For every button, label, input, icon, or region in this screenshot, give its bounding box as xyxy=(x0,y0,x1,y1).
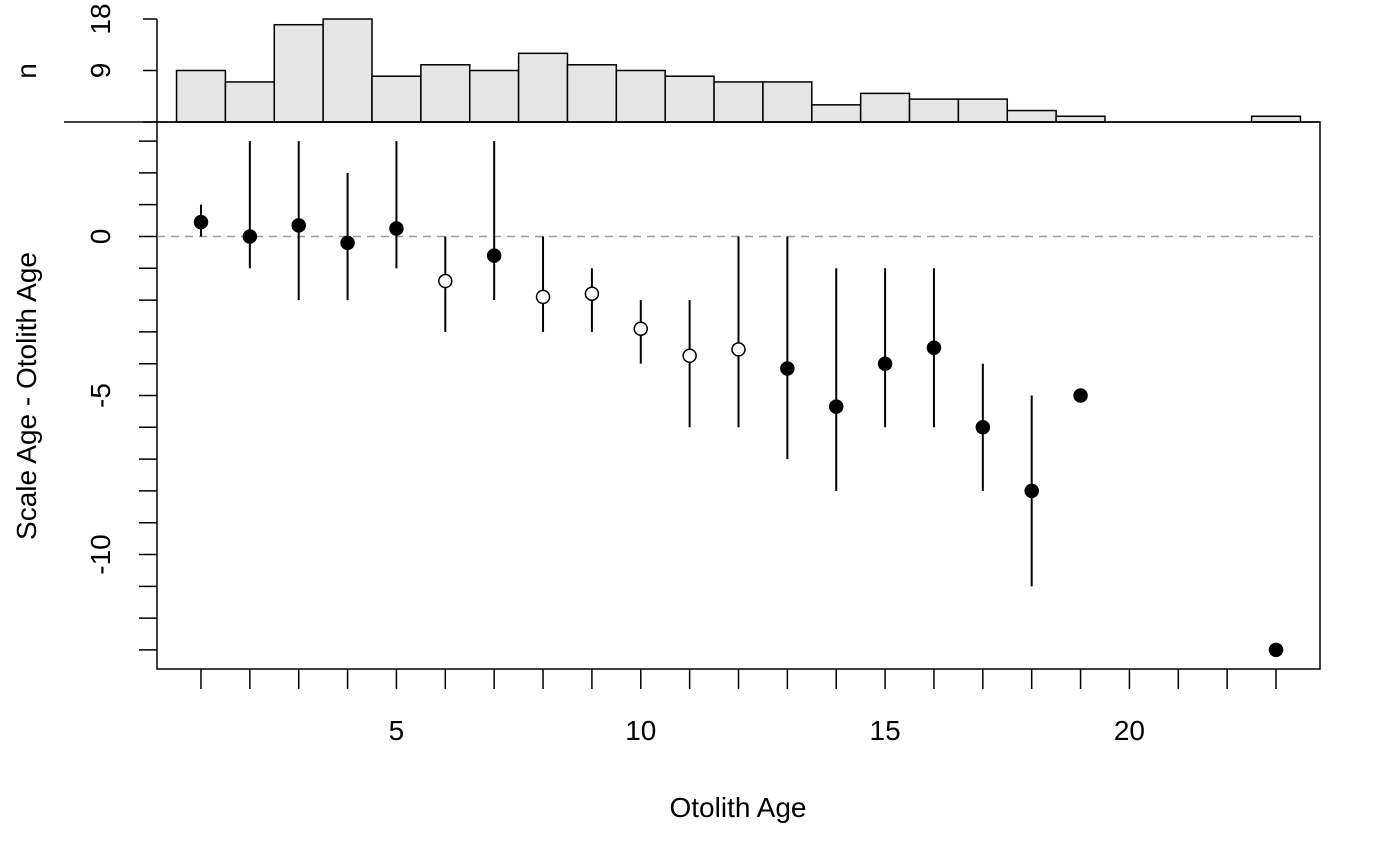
histogram-bar xyxy=(224,81,276,123)
histogram-bar xyxy=(371,75,422,123)
histogram-bar xyxy=(811,104,862,123)
mean-point-significant xyxy=(486,248,502,263)
histogram-bar xyxy=(664,75,715,123)
y-axis-label: Scale Age - Otolith Age xyxy=(11,252,42,540)
histogram-bar xyxy=(1006,109,1057,123)
histogram-bar xyxy=(322,18,373,123)
mean-point-significant xyxy=(926,340,942,356)
y-tick-label: -5 xyxy=(85,383,116,408)
histogram-bar xyxy=(713,81,764,123)
histogram-bar xyxy=(859,92,911,123)
mean-point-nonsignificant xyxy=(731,342,746,357)
x-tick-label: 15 xyxy=(870,715,901,746)
histogram-bar xyxy=(1250,115,1302,123)
histogram-bar xyxy=(420,64,471,123)
bias-plot-panel: 0 -5 -10 5 10 15 20 xyxy=(85,121,1321,746)
axis-labels: Otolith Age Scale Age - Otolith Age n xyxy=(11,63,806,823)
mean-point-significant xyxy=(780,361,795,376)
mean-point-nonsignificant xyxy=(584,286,600,301)
x-tick-label: 10 xyxy=(625,715,656,746)
mean-point-significant xyxy=(828,399,844,414)
histogram-bar xyxy=(175,69,227,123)
x-tick-label: 20 xyxy=(1114,715,1145,746)
mean-point-significant xyxy=(242,229,258,244)
histogram-panel: 9 18 xyxy=(64,3,1320,123)
mean-point-significant xyxy=(1024,483,1039,499)
histogram-bar xyxy=(517,52,569,123)
mean-point-significant xyxy=(291,218,306,233)
histogram-y-tick-label: 9 xyxy=(85,63,116,79)
mean-point-nonsignificant xyxy=(682,348,697,363)
histogram-bar xyxy=(762,81,813,123)
histogram-y-tick-label: 18 xyxy=(85,3,116,34)
histogram-bar xyxy=(615,69,666,123)
mean-point-significant xyxy=(1268,642,1284,658)
mean-point-significant xyxy=(193,214,209,230)
x-axis-label: Otolith Age xyxy=(670,792,807,823)
histogram-bar xyxy=(566,64,618,123)
mean-point-significant xyxy=(1073,388,1088,403)
histogram-bar xyxy=(1055,115,1106,123)
mean-point-nonsignificant xyxy=(535,289,551,305)
histogram-bar xyxy=(908,98,960,123)
histogram-bar xyxy=(957,98,1009,123)
mean-point-significant xyxy=(975,420,991,435)
y-tick-label: 0 xyxy=(85,229,116,245)
y-tick-label: -10 xyxy=(85,534,116,574)
histogram-bar xyxy=(468,69,520,123)
mean-point-nonsignificant xyxy=(438,273,453,289)
mean-point-significant xyxy=(340,235,355,251)
mean-point-nonsignificant xyxy=(633,321,649,336)
mean-point-significant xyxy=(389,221,404,236)
x-tick-label: 5 xyxy=(389,715,405,746)
histogram-y-axis-label: n xyxy=(11,63,42,79)
histogram-bar xyxy=(273,23,324,123)
mean-point-significant xyxy=(877,356,893,371)
